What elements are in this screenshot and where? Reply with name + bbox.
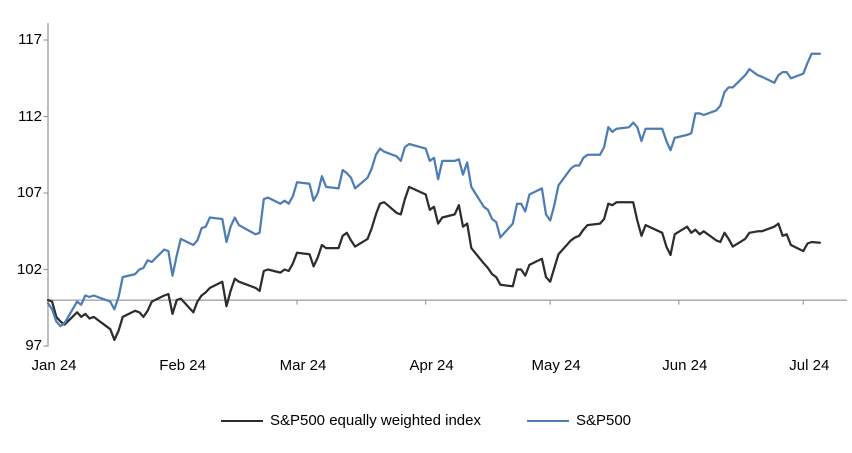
legend-item-equal-weight: S&P500 equally weighted index [220, 412, 481, 429]
x-axis-tick-label: Jul 24 [789, 357, 830, 374]
x-axis-tick-label: Mar 24 [279, 357, 327, 374]
y-axis-tick-label: 107 [16, 184, 42, 201]
series-line-sp500-equal-weight [46, 185, 822, 342]
x-axis-tick-label: Feb 24 [159, 357, 206, 374]
legend-swatch-sp500-line [526, 419, 569, 422]
x-axis-tick-label: May 24 [531, 357, 581, 374]
legend-swatch-equal-weight-line [220, 419, 263, 422]
x-axis-tick-label: Jan 24 [31, 357, 77, 374]
legend-label-equal-weight: S&P500 equally weighted index [269, 412, 481, 429]
legend: S&P500 equally weighted index S&P500 [0, 412, 852, 429]
y-axis-tick-label: 112 [18, 107, 42, 125]
y-axis-tick-label: 117 [18, 31, 42, 48]
series-line-sp500 [46, 52, 822, 328]
x-axis-tick-label: Jun 24 [662, 357, 708, 374]
x-axis-tick-label: Apr 24 [409, 357, 454, 374]
legend-label-sp500: S&P500 [575, 412, 632, 429]
y-axis-tick-label: 102 [16, 260, 42, 278]
legend-item-sp500: S&P500 [526, 412, 632, 429]
y-axis-tick-label: 97 [25, 337, 42, 354]
